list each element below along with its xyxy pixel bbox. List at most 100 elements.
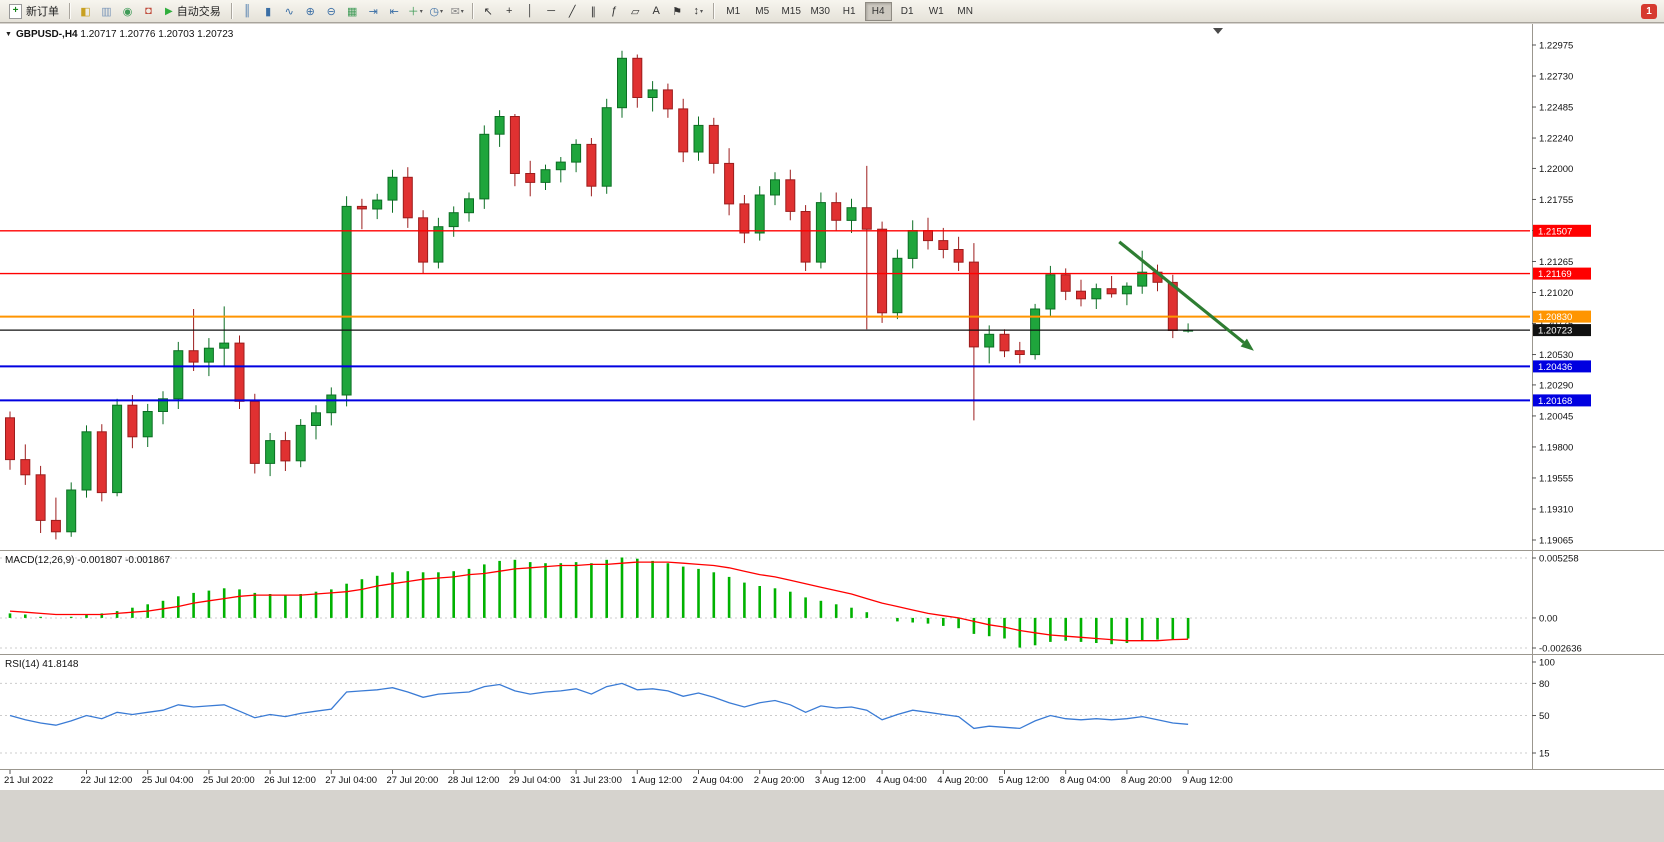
time-axis-label: 29 Jul 04:00 [509, 775, 561, 786]
auto-scroll-icon[interactable]: ⇥ [363, 2, 384, 21]
macd-signal-line [9, 561, 1189, 642]
zoom-out-icon: ⊖ [326, 5, 336, 18]
trend-arrow-line[interactable] [1118, 240, 1245, 344]
toolbar-separator [712, 3, 715, 19]
chart-area[interactable]: 1.22975 1.22730 1.22485 1.22240 1.22000 1.217… [0, 24, 1664, 790]
add-indicator-icon[interactable]: ＋ ▾ [405, 2, 426, 21]
timeframe-w1-button[interactable]: W1 [928, 5, 944, 17]
chart-shift-icon[interactable]: ⇤ [384, 2, 405, 21]
timeframe-m30-button[interactable]: M30 [810, 5, 830, 17]
price-axis-label: 1.19800 [1539, 443, 1573, 454]
arrow-label-icon[interactable]: ⚑ [667, 2, 688, 21]
price-axis-label: 1.22000 [1539, 164, 1573, 175]
candle [877, 228, 888, 314]
new-order-button[interactable]: + 新订单 [3, 2, 65, 21]
timeframe-h1-button[interactable]: H1 [842, 5, 856, 17]
price-axis-label: 1.21755 [1539, 195, 1573, 206]
fibonacci-icon: ƒ [611, 5, 618, 17]
price-chart-svg[interactable]: 1.22975 1.22730 1.22485 1.22240 1.22000 1.217… [0, 24, 1664, 790]
vertical-line-icon: │ [526, 5, 534, 17]
timeframe-group: M1 M5 M15 M30 H1 H4 D1 W1 MN [719, 1, 980, 21]
candle [387, 176, 398, 201]
candle [96, 431, 107, 494]
timeframe-mn-button[interactable]: MN [957, 5, 973, 17]
period-icon: ◷ [429, 5, 439, 18]
auto-trading-button[interactable]: ▶ 自动交易 [159, 2, 227, 21]
macd-values: -0.001807 -0.001867 [77, 555, 171, 566]
chart-shift-marker-icon[interactable] [1213, 28, 1223, 34]
timeframe-m5-button[interactable]: M5 [755, 5, 770, 17]
candle [968, 261, 979, 348]
price-axis-label: 1.19555 [1539, 474, 1573, 485]
candle [953, 249, 964, 263]
price-axis-label: 1.20530 [1539, 350, 1573, 361]
candle [1030, 308, 1041, 356]
time-axis-label: 4 Aug 20:00 [937, 775, 988, 786]
macd-axis-label: 0.005258 [1539, 554, 1579, 565]
time-axis-label: 27 Jul 04:00 [325, 775, 377, 786]
candle [341, 205, 352, 396]
line-chart-mode-icon: ∿ [284, 5, 294, 18]
candle [173, 350, 184, 400]
zoom-out-icon[interactable]: ⊖ [321, 2, 342, 21]
market-watch-icon[interactable]: ◧ [75, 2, 96, 21]
candle [678, 108, 689, 153]
timeframe-m1-button[interactable]: M1 [726, 5, 741, 17]
chart-title: ▼ GBPUSD-,H4 1.20717 1.20776 1.20703 1.20… [5, 29, 233, 40]
candle [739, 203, 750, 234]
trendline-icon[interactable]: ╱ [562, 2, 583, 21]
horizontal-line-icon[interactable]: ─ [541, 2, 562, 21]
candle [280, 440, 291, 462]
arrows-menu-icon[interactable]: ↕ ▾ [688, 2, 709, 21]
rsi-name: RSI(14) [5, 659, 40, 670]
toolbar-separator [471, 3, 474, 19]
price-axis-label: 1.22485 [1539, 103, 1573, 114]
time-axis-label: 28 Jul 12:00 [448, 775, 500, 786]
time-axis-label: 25 Jul 04:00 [142, 775, 194, 786]
text-icon[interactable]: A [646, 2, 667, 21]
terminal-icon[interactable]: ◘ [138, 2, 159, 21]
channel-icon: ∥ [590, 5, 596, 18]
price-badge-label: 1.20436 [1538, 362, 1572, 373]
notification-badge[interactable]: 1 [1641, 3, 1657, 19]
timeframe-h4-button[interactable]: H4 [864, 1, 892, 21]
tile-windows-icon[interactable]: ▦ [342, 2, 363, 21]
channel-icon[interactable]: ∥ [583, 2, 604, 21]
crosshair-icon[interactable]: + [499, 2, 520, 21]
shapes-icon[interactable]: ▱ [625, 2, 646, 21]
shapes-icon: ▱ [630, 5, 640, 18]
price-axis-label: 1.21265 [1539, 257, 1573, 268]
candle [142, 411, 153, 438]
bar-chart-mode-icon[interactable]: ║ [237, 2, 258, 21]
candle [295, 424, 306, 462]
price-axis-label: 1.19065 [1539, 536, 1573, 547]
zoom-in-icon[interactable]: ⊕ [300, 2, 321, 21]
template-icon[interactable]: ✉ ▾ [447, 2, 468, 21]
candle [1137, 271, 1148, 287]
candle [938, 240, 949, 251]
candle [5, 417, 15, 461]
period-icon[interactable]: ◷ ▾ [426, 2, 447, 21]
timeframe-d1-button[interactable]: D1 [900, 5, 914, 17]
candle [418, 217, 429, 263]
candle [50, 519, 61, 533]
candlestick-mode-icon[interactable]: ▮ [258, 2, 279, 21]
chart-menu-icon[interactable]: ▼ [5, 31, 12, 38]
candle [861, 207, 872, 230]
timeframe-m15-button[interactable]: M15 [781, 5, 801, 17]
price-badge [1533, 310, 1591, 323]
candle [693, 124, 704, 153]
navigator-icon: ◉ [122, 5, 133, 18]
vertical-line-icon[interactable]: │ [520, 2, 541, 21]
trendline-icon: ╱ [568, 5, 576, 18]
fibonacci-icon[interactable]: ƒ [604, 2, 625, 21]
candle [571, 143, 582, 163]
toolbar-separator [69, 3, 71, 19]
cursor-icon[interactable]: ↖ [478, 2, 499, 21]
chart-icons-group: ║ ▮ ∿ ⊕ ⊖ ▦ ⇥ ⇤ ＋ ▾ ◷ ▾ ✉ ▾ [237, 2, 468, 21]
candle [265, 440, 276, 464]
candle [617, 57, 627, 109]
navigator-icon[interactable]: ◉ [117, 2, 138, 21]
data-window-icon[interactable]: ▥ [96, 2, 117, 21]
line-chart-mode-icon[interactable]: ∿ [279, 2, 300, 21]
